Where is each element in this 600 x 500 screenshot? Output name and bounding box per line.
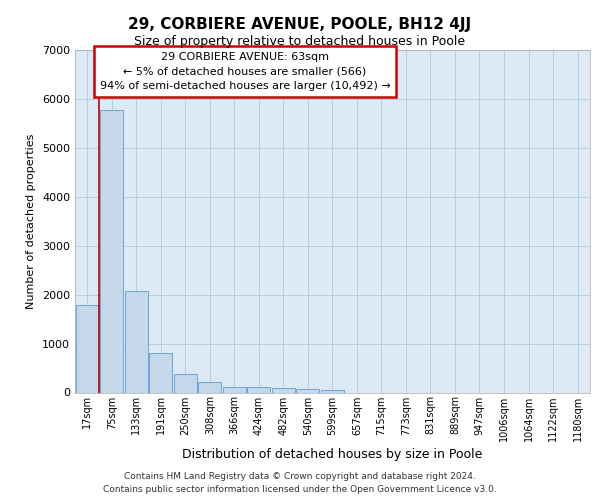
- Text: 29, CORBIERE AVENUE, POOLE, BH12 4JJ: 29, CORBIERE AVENUE, POOLE, BH12 4JJ: [128, 18, 472, 32]
- Bar: [125, 291, 148, 392]
- Bar: [174, 374, 197, 392]
- Text: Contains public sector information licensed under the Open Government Licence v3: Contains public sector information licen…: [103, 485, 497, 494]
- Bar: [76, 306, 98, 392]
- Bar: [199, 382, 221, 392]
- Bar: [247, 387, 270, 392]
- Text: Contains HM Land Registry data © Crown copyright and database right 2024.: Contains HM Land Registry data © Crown c…: [124, 472, 476, 481]
- Text: Size of property relative to detached houses in Poole: Size of property relative to detached ho…: [134, 35, 466, 48]
- Bar: [149, 353, 172, 393]
- Bar: [272, 388, 295, 392]
- Text: 29 CORBIERE AVENUE: 63sqm
← 5% of detached houses are smaller (566)
94% of semi-: 29 CORBIERE AVENUE: 63sqm ← 5% of detach…: [100, 52, 390, 92]
- Bar: [296, 389, 319, 392]
- X-axis label: Distribution of detached houses by size in Poole: Distribution of detached houses by size …: [182, 448, 482, 460]
- Bar: [100, 110, 123, 393]
- Bar: [321, 390, 344, 392]
- Y-axis label: Number of detached properties: Number of detached properties: [26, 134, 37, 309]
- Bar: [223, 387, 246, 392]
